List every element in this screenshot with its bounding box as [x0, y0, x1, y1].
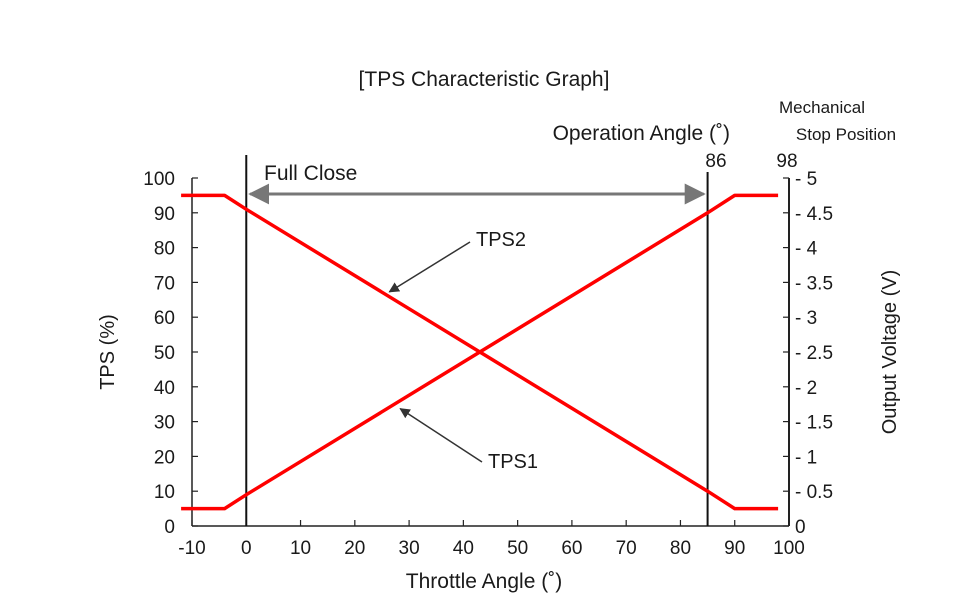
x-tick-label: 30	[399, 538, 420, 559]
mechanical-stop-value: 98	[776, 151, 797, 172]
legend-label-tps1: TPS1	[488, 451, 538, 473]
y-right-tick-label: - 1.5	[795, 413, 833, 434]
x-tick-label: 50	[507, 538, 528, 559]
y-left-tick-label: 0	[164, 517, 175, 538]
tps1-callout-arrow	[399, 408, 483, 463]
x-tick-label: -10	[178, 538, 205, 559]
y-axis-left-label: TPS (%)	[97, 314, 119, 390]
y-right-tick-label: - 5	[795, 169, 817, 190]
x-tick-label: 80	[670, 538, 691, 559]
y-left-tick-label: 60	[154, 308, 175, 329]
tps2-callout-arrow	[388, 241, 471, 293]
y-right-tick-label: - 3	[795, 308, 817, 329]
y-left-tick-label: 70	[154, 273, 175, 294]
y-left-tick-label: 90	[154, 204, 175, 225]
x-tick-label: 20	[344, 538, 365, 559]
y-left-tick-label: 10	[154, 482, 175, 503]
x-tick-label: 60	[561, 538, 582, 559]
y-left-tick-label: 20	[154, 447, 175, 468]
y-left-tick-label: 50	[154, 343, 175, 364]
mechanical-stop-label-line2: Stop Position	[796, 125, 896, 144]
x-tick-label: 10	[290, 538, 311, 559]
y-right-tick-label: - 4	[795, 239, 818, 260]
full-close-label: Full Close	[264, 162, 357, 185]
x-tick-label: 90	[724, 538, 745, 559]
operation-angle-label: Operation Angle (˚)	[553, 122, 730, 145]
y-right-tick-label: 0	[795, 517, 806, 538]
series-line-tps1	[181, 193, 779, 511]
y-right-tick-label: - 0.5	[795, 482, 833, 503]
y-right-tick-label: - 1	[795, 447, 817, 468]
y-right-tick-label: - 4.5	[795, 204, 833, 225]
x-tick-label: 100	[773, 538, 805, 559]
y-left-tick-label: 40	[154, 378, 175, 399]
y-axis-right-label: Output Voltage (V)	[879, 270, 901, 435]
operation-angle-value: 86	[705, 151, 726, 172]
x-tick-label: 70	[616, 538, 637, 559]
x-tick-label: 40	[453, 538, 474, 559]
series-line-tps2	[181, 193, 779, 511]
legend-label-tps2: TPS2	[476, 229, 526, 251]
x-axis-label: Throttle Angle (˚)	[406, 570, 562, 593]
mechanical-stop-label-line1: Mechanical	[779, 98, 865, 117]
y-left-tick-label: 30	[154, 413, 175, 434]
y-left-tick-label: 80	[154, 239, 175, 260]
y-left-tick-label: 100	[143, 169, 175, 190]
chart-title: [TPS Characteristic Graph]	[359, 68, 610, 91]
y-right-tick-label: - 2	[795, 378, 817, 399]
y-right-tick-label: - 2.5	[795, 343, 833, 364]
y-right-tick-label: - 3.5	[795, 273, 833, 294]
x-tick-label: 0	[241, 538, 252, 559]
